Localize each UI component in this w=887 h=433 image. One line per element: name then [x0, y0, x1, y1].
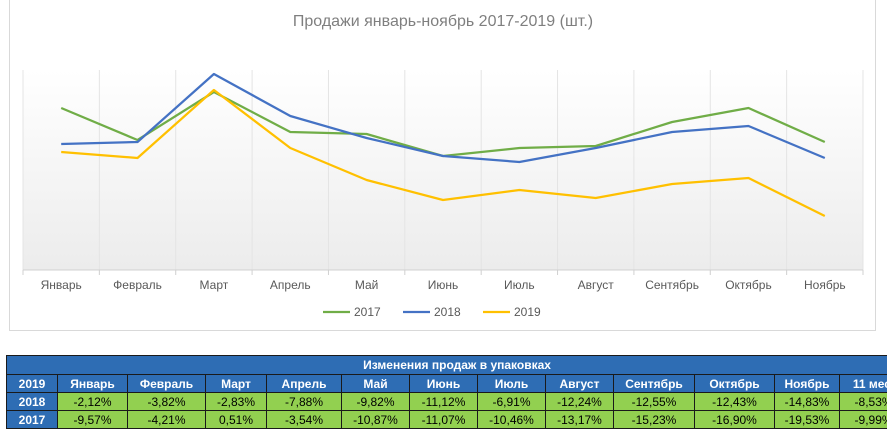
x-tick-label: Июль: [504, 278, 535, 292]
table-cell: -9,82%: [341, 392, 410, 411]
table-cell: -10,46%: [477, 410, 546, 429]
table-title: Изменения продаж в упаковках: [5, 355, 887, 375]
table-month-header: Сентябрь: [613, 374, 695, 393]
table-month-header: Январь: [57, 374, 128, 393]
table-month-header: Июнь: [409, 374, 478, 393]
x-tick-label: Сентябрь: [645, 278, 699, 292]
table-month-header: Май: [341, 374, 410, 393]
table-cell: -11,12%: [409, 392, 478, 411]
sales-change-table: Изменения продаж в упаковках 2019 Январь Ф…: [5, 355, 887, 429]
table-cell: -12,55%: [613, 392, 695, 411]
x-tick-label: Апрель: [270, 278, 311, 292]
x-tick-label: Август: [578, 278, 615, 292]
plot-area: [23, 70, 863, 270]
chart-title: Продажи январь-ноябрь 2017-2019 (шт.): [293, 13, 593, 30]
table-cell: -2,83%: [205, 392, 267, 411]
x-tick-label: Март: [200, 278, 229, 292]
table-month-header: Октябрь: [694, 374, 775, 393]
table-month-header: Апрель: [266, 374, 342, 393]
table-header-row: 2019 Январь Февраль Март Апрель Май Июнь Июль Ав…: [6, 374, 887, 393]
x-tick-label: Июнь: [428, 278, 459, 292]
table-row-label: 2017: [6, 410, 58, 429]
table-cell: -9,99%: [838, 410, 887, 429]
table-row: 2018 -2,12% -3,82% -2,83% -7,88% -9,82% -11,12…: [6, 392, 887, 411]
table-cell: -16,90%: [694, 410, 775, 429]
legend-label: 2017: [354, 305, 381, 319]
x-tick-label: Ноябрь: [804, 278, 846, 292]
series-line-2018: [61, 72, 826, 164]
table-cell: -6,91%: [477, 392, 546, 411]
table-row-label: 2018: [6, 392, 58, 411]
x-tick-label: Февраль: [113, 278, 162, 292]
table-month-header: Март: [205, 374, 267, 393]
table-cell: -9,57%: [57, 410, 128, 429]
table-cell: -13,17%: [545, 410, 614, 429]
table-cell: -2,12%: [57, 392, 128, 411]
table-cell: -7,88%: [266, 392, 342, 411]
table-cell: -3,82%: [127, 392, 206, 411]
table-cell: -12,43%: [694, 392, 775, 411]
table-month-header: Август: [545, 374, 614, 393]
x-tick-label: Октябрь: [725, 278, 772, 292]
x-tick-label: Май: [355, 278, 379, 292]
table-title-row: Изменения продаж в упаковках: [5, 355, 887, 375]
table-month-header: Июль: [477, 374, 546, 393]
table-year-header: 2019: [6, 374, 58, 393]
x-tick-label: Январь: [41, 278, 82, 292]
table-month-header: 11 мес.: [838, 374, 887, 393]
table-month-header: Ноябрь: [774, 374, 840, 393]
table-cell: -8,53%: [838, 392, 887, 411]
legend-label: 2018: [434, 305, 461, 319]
table-cell: -11,07%: [409, 410, 478, 429]
table-cell: -3,54%: [266, 410, 342, 429]
table-month-header: Февраль: [127, 374, 206, 393]
legend-label: 2019: [514, 305, 541, 319]
table-cell: 0,51%: [205, 410, 267, 429]
series-line-2019: [61, 88, 826, 218]
table-cell: -14,83%: [774, 392, 840, 411]
sales-line-chart: Продажи январь-ноябрь 2017-2019 (шт.) Ян…: [22, 13, 864, 319]
table-row: 2017 -9,57% -4,21% 0,51% -3,54% -10,87% -11,07…: [6, 410, 887, 429]
table-cell: -15,23%: [613, 410, 695, 429]
table-cell: -19,53%: [774, 410, 840, 429]
table-cell: -4,21%: [127, 410, 206, 429]
table-cell: -12,24%: [545, 392, 614, 411]
chart-frame: Продажи январь-ноябрь 2017-2019 (шт.) Ян…: [9, 0, 876, 331]
table-cell: -10,87%: [341, 410, 410, 429]
